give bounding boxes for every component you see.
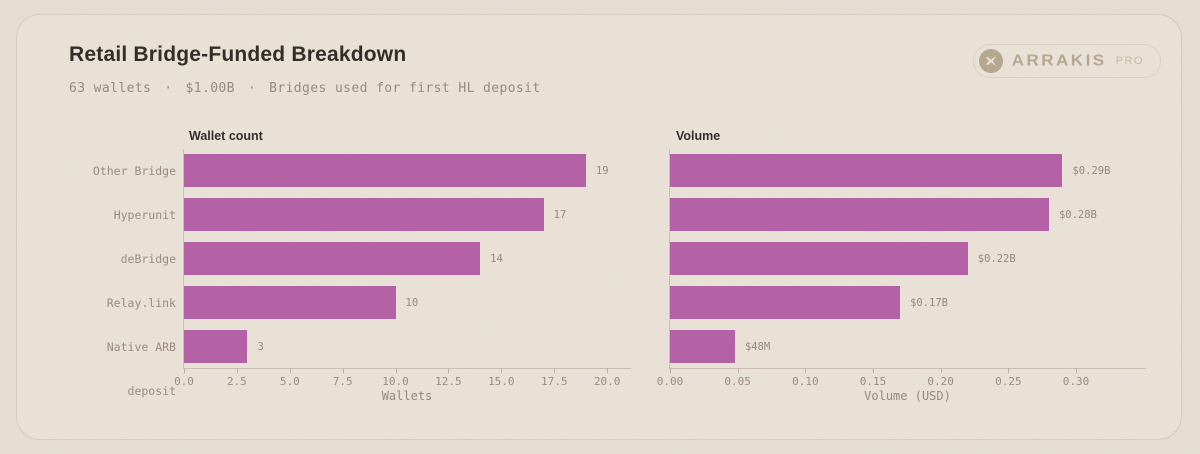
x-tick-mark: [607, 369, 609, 373]
x-tick-mark: [873, 369, 874, 373]
x-tick-label: 0.30: [1062, 375, 1090, 388]
bar: [184, 198, 544, 231]
category-label: Other Bridge: [92, 164, 176, 178]
category-labels-column: Other Bridge Hyperunit deBridge Relay.link N…: [53, 149, 176, 398]
bar-value-label: 3: [257, 341, 264, 353]
x-tick-mark: [1008, 369, 1010, 373]
bar: [184, 286, 396, 319]
x-tick-mark: [805, 369, 807, 373]
x-tick-label: 12.5: [435, 375, 462, 388]
x-tick-mark: [236, 369, 238, 373]
x-tick-mark: [670, 369, 671, 373]
x-tick-mark: [342, 369, 344, 373]
x-tick-mark: [737, 369, 739, 373]
x-tick-label: 5.0: [279, 375, 300, 388]
volume-plot: $0.29B $0.28B $0.22B $0.17B $48M 0.00 0.05 0.10…: [657, 149, 1146, 388]
x-circle-icon: [978, 49, 1003, 73]
x-tick-label: 15.0: [488, 375, 515, 388]
page-subtitle: 63 wallets · $1.00B · Bridges used for first…: [69, 81, 541, 96]
x-tick-mark: [501, 369, 503, 373]
page-title: Retail Bridge-Funded Breakdown: [69, 43, 407, 66]
stat-value: 63 wallets: [69, 81, 152, 96]
left-x-axis-label: Wallets: [381, 389, 433, 403]
category-label: Hyperunit: [113, 208, 176, 222]
dashboard-card: Retail Bridge-Funded Breakdown 63 wallet…: [16, 14, 1182, 440]
x-tick-label: 0.25: [995, 375, 1022, 388]
logo-pro-badge: PRO: [1115, 55, 1144, 67]
bar: [670, 286, 901, 319]
stat-value: Bridges used for first HL deposit: [269, 81, 541, 96]
bar: [184, 330, 248, 363]
category-label: Native ARB deposit: [106, 340, 176, 398]
bar-value-label: 17: [553, 209, 567, 221]
category-label: Relay.link: [106, 296, 176, 310]
stat-separator: ·: [247, 81, 257, 96]
x-tick-mark: [289, 369, 291, 373]
x-tick-mark: [554, 369, 556, 373]
x-tick-mark: [940, 369, 942, 373]
stat-separator: ·: [164, 81, 173, 96]
arrakis-wordmark: ARRAKIS: [1011, 51, 1107, 70]
x-tick-label: 0.05: [724, 375, 751, 388]
bar-value-label: $48M: [744, 341, 771, 353]
bar: [670, 154, 1063, 187]
x-tick-label: 7.5: [332, 375, 353, 388]
x-tick-label: 0.10: [792, 375, 819, 388]
right-chart-title: Volume: [676, 129, 721, 143]
x-tick-label: 10.0: [382, 375, 409, 388]
bar-value-label: $0.22B: [977, 253, 1016, 265]
bar-value-label: $0.28B: [1058, 209, 1097, 221]
x-tick-mark: [1076, 369, 1078, 373]
x-tick-mark: [184, 369, 185, 373]
bar-value-label: $0.29B: [1072, 165, 1111, 177]
x-tick-label: 2.5: [226, 375, 247, 388]
x-tick-label: 0.15: [859, 375, 887, 388]
stat-value: $1.00B: [185, 81, 235, 96]
bar: [670, 242, 968, 275]
x-tick-mark: [448, 369, 450, 373]
bar-value-label: $0.17B: [910, 297, 949, 309]
x-tick-label: 0.00: [656, 375, 684, 388]
bar-value-label: 14: [490, 253, 503, 265]
category-label: deBridge: [120, 252, 176, 266]
arrakis-pro-logo[interactable]: ARRAKIS PRO: [972, 44, 1161, 78]
x-tick-label: 20.0: [593, 375, 621, 388]
x-tick-mark: [395, 369, 397, 373]
x-tick-label: 0.20: [927, 375, 954, 388]
wallet-count-plot: 19 17 14 10 3 0.0 2.5 5.0 7.5 10.0 12.5 15.0 17.5 20.…: [174, 149, 631, 388]
x-tick-label: 17.5: [540, 375, 568, 388]
bar-value-label: 10: [405, 297, 419, 309]
bar: [670, 198, 1049, 231]
x-tick-label: 0.0: [174, 375, 194, 388]
bar-value-label: 19: [595, 165, 609, 177]
bar: [184, 242, 481, 275]
right-x-axis-label: Volume (USD): [864, 389, 951, 403]
bar: [184, 154, 586, 187]
left-chart-title: Wallet count: [189, 129, 263, 143]
bar: [670, 330, 735, 363]
